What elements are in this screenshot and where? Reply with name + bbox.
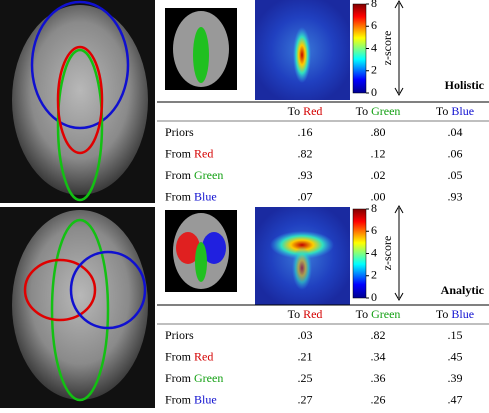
row-label: From Green [165,371,223,385]
text-part: Green [194,371,223,385]
top-images [0,0,350,203]
cell: .27 [298,392,313,406]
colorbar [352,208,367,299]
colorbar-tick-label: 0 [371,85,377,99]
text-part: From [165,349,192,363]
row-label: From Red [165,349,213,363]
row-label: From Red [165,146,213,160]
column-header: To Blue [436,307,474,321]
cell: .82 [298,146,313,160]
text-part: Red [303,104,322,118]
cell: .36 [371,371,386,385]
colorbar-tick-label: 2 [371,63,377,77]
text-part: To [356,104,369,118]
colorbar [352,3,367,94]
text-part: Red [194,349,213,363]
cell: .16 [298,125,313,139]
text-part: Red [303,307,322,321]
arrow-heads [394,0,404,97]
arrow-heads [394,204,404,302]
colorbar-label: z-score [380,31,394,66]
cell: .34 [371,349,386,363]
cell: .26 [371,392,386,406]
row-label: From Blue [165,392,217,406]
cell: .06 [448,146,463,160]
row-label: Priors [165,328,194,342]
panel-title: Holistic [445,78,485,92]
cell: .21 [298,349,313,363]
cell: .04 [448,125,463,139]
cell: .00 [371,189,386,203]
colorbar-tick-label: 4 [371,40,377,54]
column-header: To Green [356,104,401,118]
colorbar-label: z-score [380,236,394,271]
column-header: To Red [288,104,323,118]
colorbar-tick-label: 0 [371,290,377,304]
text-part: Blue [194,392,217,406]
column-header: To Green [356,307,401,321]
colorbar-tick-label: 8 [371,0,377,10]
bottom-images [0,207,350,408]
text-part: To [356,307,369,321]
cell: .03 [298,328,313,342]
text-part: Green [371,307,400,321]
panel-title: Analytic [441,283,485,297]
text-part: Green [194,168,223,182]
cell: .39 [448,371,463,385]
row-label: From Blue [165,189,217,203]
text-part: Green [371,104,400,118]
text-part: From [165,189,192,203]
text-part: Blue [451,307,474,321]
cell: .07 [298,189,313,203]
cell: .93 [298,168,313,182]
row-label: Priors [165,125,194,139]
colorbar-tick-label: 6 [371,18,377,32]
text-part: From [165,146,192,160]
row-label: From Green [165,168,223,182]
column-header: To Blue [436,104,474,118]
text-part: From [165,371,192,385]
cell: .93 [448,189,463,203]
colorbar-tick-label: 4 [371,245,377,259]
cell: .45 [448,349,463,363]
cell: .25 [298,371,313,385]
text-part: From [165,392,192,406]
cell: .02 [371,168,386,182]
cell: .82 [371,328,386,342]
text-part: Blue [451,104,474,118]
colorbar-tick-label: 8 [371,201,377,215]
text-part: Blue [194,189,217,203]
text-part: From [165,168,192,182]
cell: .05 [448,168,463,182]
text-part: To [436,307,449,321]
cell: .12 [371,146,386,160]
cell: .80 [371,125,386,139]
colorbar-tick-label: 2 [371,268,377,282]
text-part: To [436,104,449,118]
text-part: Red [194,146,213,160]
cell: .47 [448,392,463,406]
cell: .15 [448,328,463,342]
column-header: To Red [288,307,323,321]
text-part: To [288,104,301,118]
colorbar-tick-label: 6 [371,223,377,237]
text-part: To [288,307,301,321]
